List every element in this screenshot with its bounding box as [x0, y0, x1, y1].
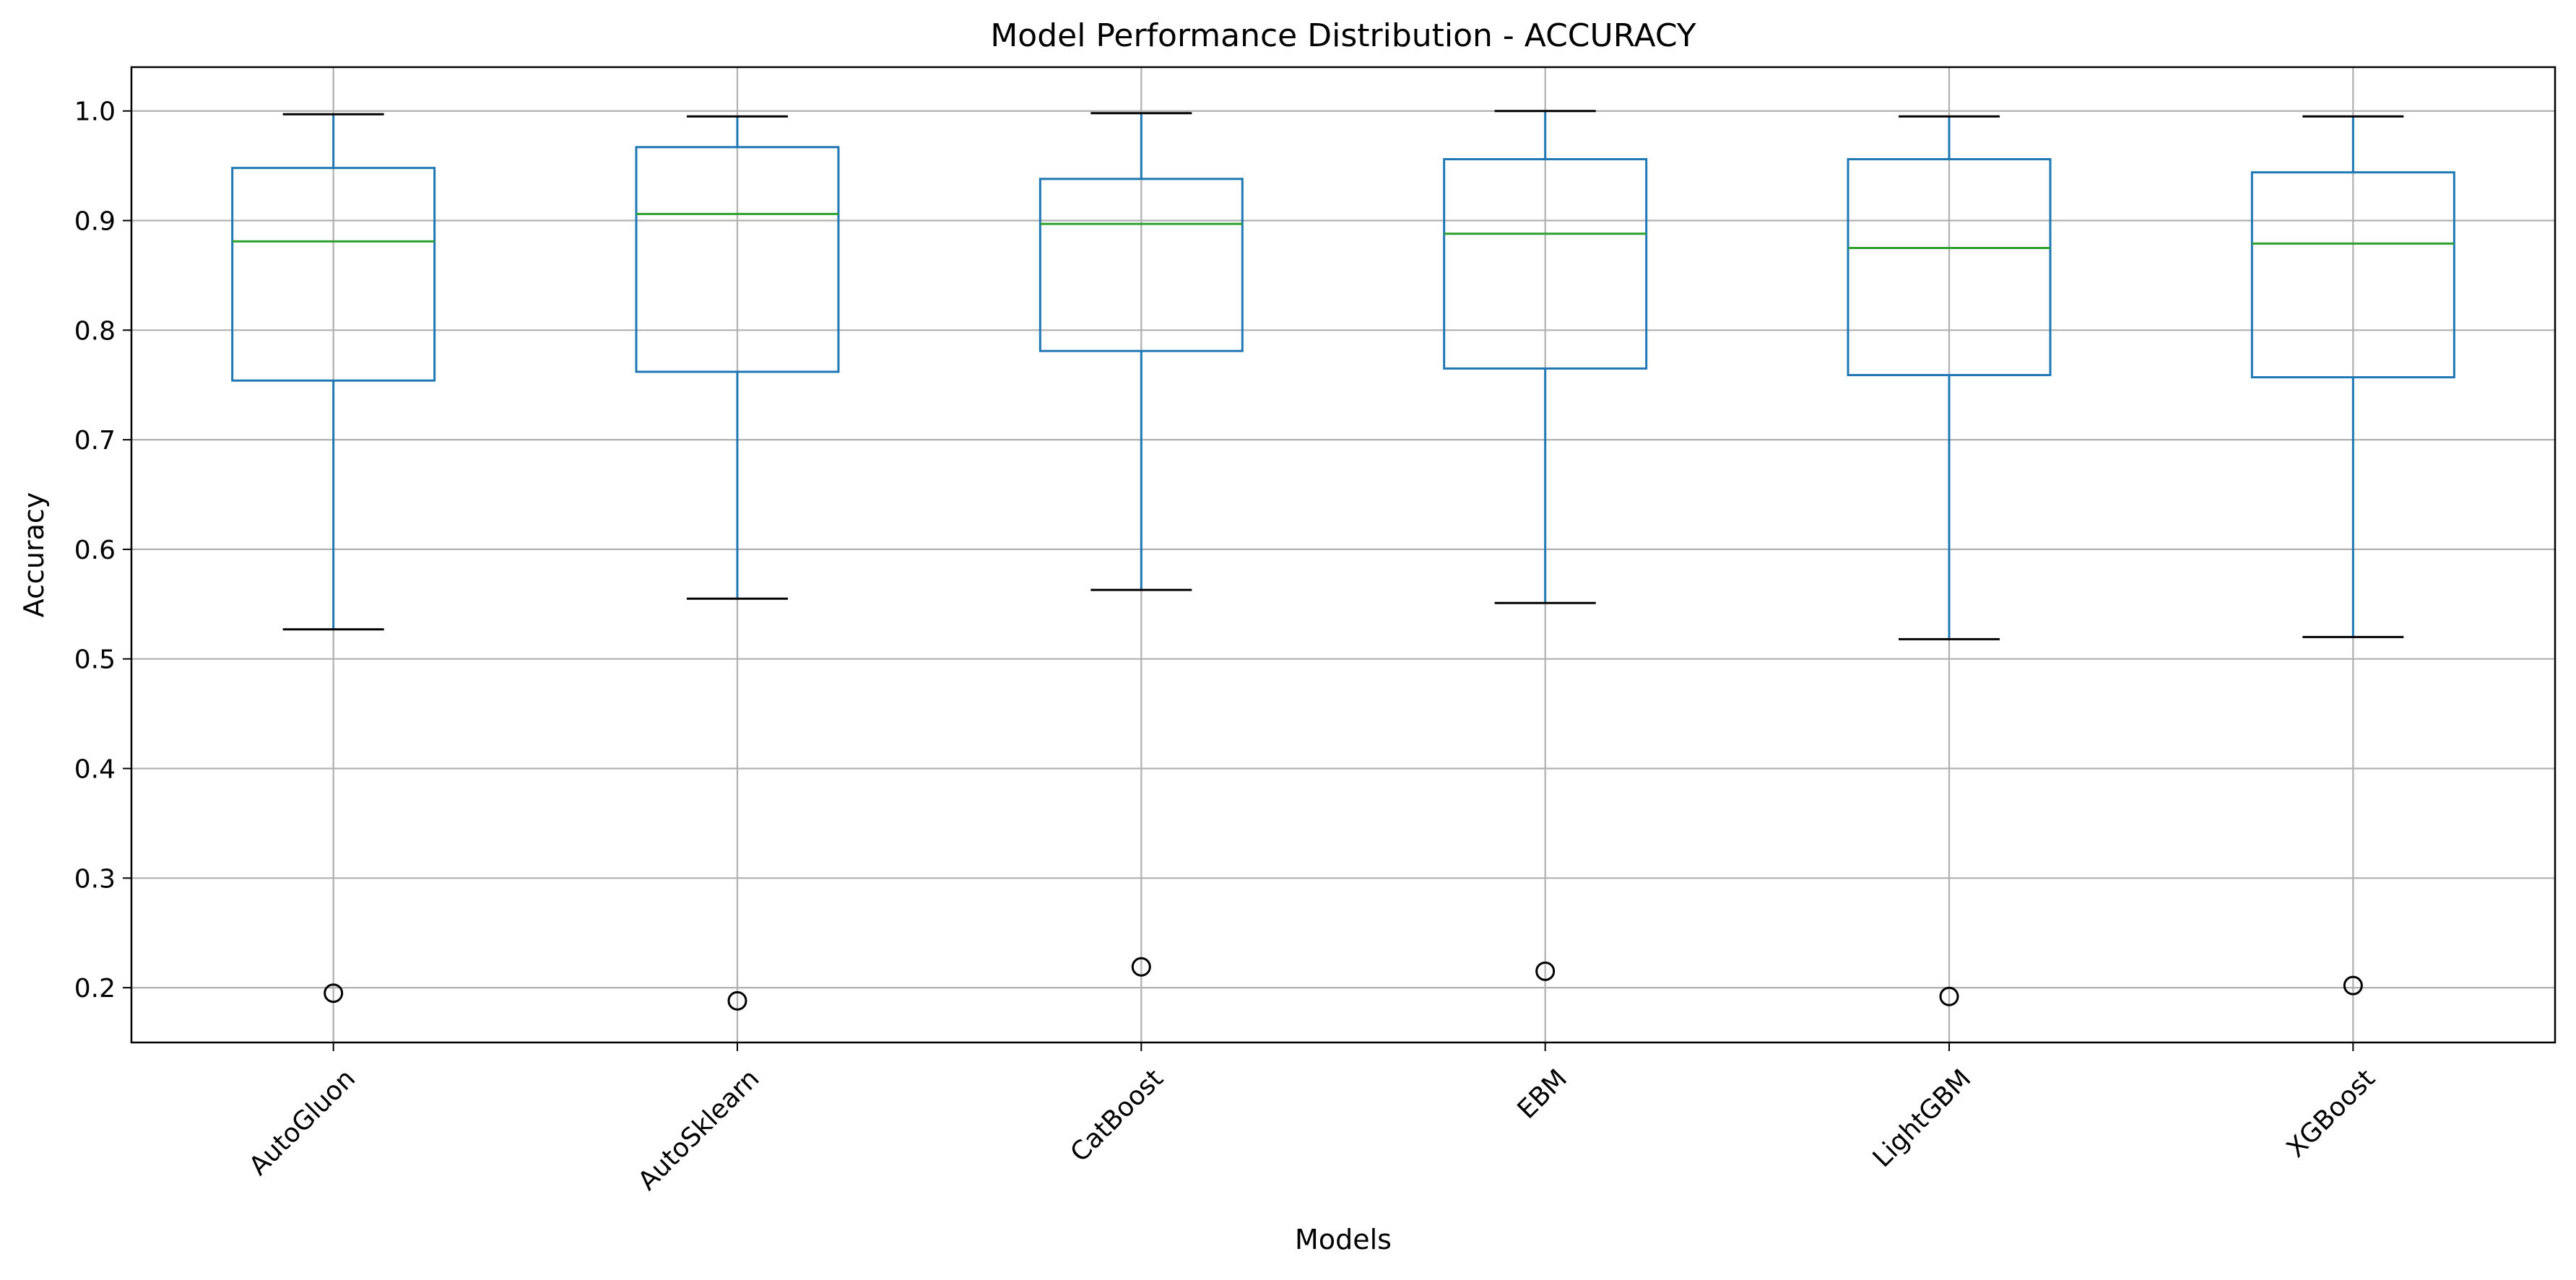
- iqr-box: [1038, 178, 1244, 352]
- grid-layer: [131, 67, 2555, 1042]
- iqr-box: [2250, 171, 2455, 379]
- x-axis-label: Models: [1295, 1224, 1392, 1255]
- box-group-autogluon: [231, 113, 436, 1003]
- box-group-catboost: [1038, 112, 1244, 977]
- y-tick-label: 0.7: [74, 426, 116, 456]
- y-tick-label: 0.8: [74, 316, 116, 346]
- x-tick-label: EBM: [1512, 1063, 1574, 1125]
- y-tick-label: 0.6: [74, 536, 116, 565]
- ticks-layer: 0.2 0.3 0.4 0.5 0.6 0.7 0.8 0.9 1.0 AutoGluon Auto…: [74, 97, 2381, 1196]
- x-tick-label: XGBoost: [2281, 1063, 2381, 1163]
- outlier-point: [1939, 986, 1959, 1006]
- boxes-layer: [231, 110, 2455, 1011]
- box-group-lightgbm: [1847, 115, 2052, 1006]
- x-tick-label: LightGBM: [1868, 1063, 1977, 1173]
- plot-frame: [130, 66, 2557, 1044]
- y-tick-label: 1.0: [74, 97, 116, 127]
- box-group-ebm: [1443, 110, 1648, 981]
- outlier-point: [2343, 975, 2363, 996]
- y-tick-label: 0.9: [74, 207, 116, 237]
- outlier-point: [1131, 957, 1151, 977]
- x-tick-label: CatBoost: [1065, 1063, 1169, 1167]
- iqr-box: [1443, 158, 1648, 370]
- y-tick-label: 0.5: [74, 645, 116, 675]
- iqr-box: [1847, 158, 2052, 377]
- y-tick-label: 0.3: [74, 864, 116, 894]
- box-group-autosklearn: [635, 115, 840, 1011]
- outlier-point: [324, 983, 344, 1003]
- iqr-box: [635, 146, 840, 373]
- outlier-point: [1535, 961, 1556, 981]
- chart-title: Model Performance Distribution - ACCURAC…: [990, 17, 1696, 54]
- y-tick-label: 0.4: [74, 755, 116, 785]
- x-tick-label: AutoSklearn: [633, 1063, 765, 1196]
- y-axis-label: Accuracy: [18, 492, 50, 618]
- x-tick-label: AutoGluon: [243, 1063, 361, 1181]
- box-group-xgboost: [2250, 115, 2455, 996]
- y-tick-label: 0.2: [74, 974, 116, 1003]
- outlier-point: [727, 991, 747, 1011]
- iqr-box: [231, 167, 436, 382]
